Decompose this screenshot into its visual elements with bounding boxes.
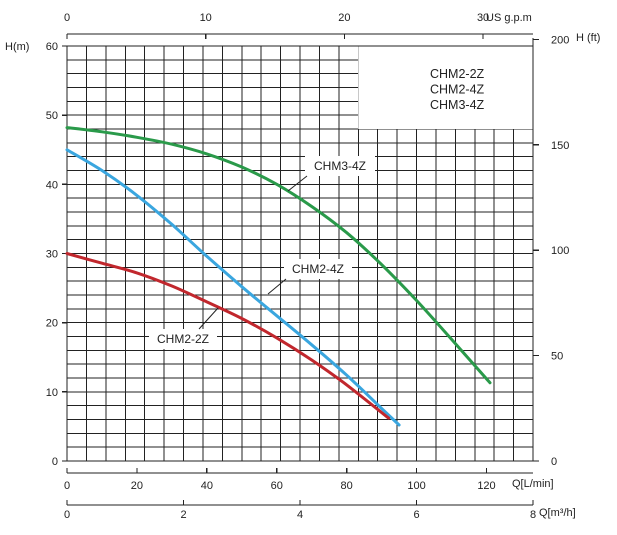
bottom-axis-volume-label: Q[m³/h] [539, 507, 576, 519]
bottom-axis-flow-tick-label: 60 [271, 480, 283, 492]
left-axis-tick-label: 0 [52, 456, 58, 468]
legend: CHM2-2Z CHM2-4Z CHM3-4Z [430, 67, 485, 112]
left-axis-tick-label: 60 [46, 41, 58, 53]
legend-box [358, 46, 533, 129]
series-label-background [305, 156, 375, 176]
top-axis-tick-label: 20 [338, 12, 350, 24]
series-label-leader [198, 307, 219, 330]
bottom-axis-flow-tick-label: 0 [64, 480, 70, 492]
bottom-axis-volume-tick-label: 0 [64, 509, 70, 521]
series-label: CHM2-4Z [292, 262, 344, 276]
legend-entry: CHM2-2Z [430, 67, 485, 81]
top-axis-label: US g.p.m [486, 12, 532, 24]
left-axis-tick-label: 50 [46, 110, 58, 122]
series-label-leader [267, 278, 287, 295]
series-label-background [149, 329, 217, 349]
legend-entry: CHM3-4Z [430, 98, 485, 112]
left-axis-tick-label: 10 [46, 387, 58, 399]
series-label-background [284, 259, 352, 279]
series-labels: CHM3-4Z CHM2-4Z CHM2-2Z [149, 156, 375, 349]
series-line-chm2-4z [65, 148, 401, 427]
left-axis-tick-label: 30 [46, 249, 58, 261]
bottom-axis-volume-tick-label: 8 [530, 509, 536, 521]
top-axis-tick-label: 30 [477, 12, 489, 24]
bottom-axis-volume-tick-label: 6 [413, 509, 419, 521]
right-axis-tick-label: 200 [551, 34, 569, 46]
bottom-axis-flow-tick-label: 80 [341, 480, 353, 492]
right-axis-tick-label: 0 [551, 456, 557, 468]
left-axis-label: H(m) [5, 41, 29, 53]
bottom-axis-flow-tick-label: 20 [131, 480, 143, 492]
bottom-axis-flow-tick-label: 100 [407, 480, 425, 492]
right-axis-tick-label: 100 [551, 245, 569, 257]
series-layer [65, 126, 492, 427]
bottom-axis-flow-label: Q[L/min] [512, 478, 554, 490]
bottom-axis-volume-tick-label: 4 [297, 509, 303, 521]
series-line-chm2-2z [65, 252, 391, 420]
top-axis-tick-label: 10 [200, 12, 212, 24]
right-axis-tick-label: 150 [551, 140, 569, 152]
series-label: CHM2-2Z [157, 332, 209, 346]
right-axis-label: H (ft) [576, 32, 600, 44]
right-axis-tick-label: 50 [551, 351, 563, 363]
left-axis-tick-label: 20 [46, 318, 58, 330]
legend-entry: CHM2-4Z [430, 83, 485, 97]
series-line-chm3-4z [65, 126, 492, 385]
left-axis-tick-label: 40 [46, 179, 58, 191]
bottom-axis-volume-tick-label: 2 [180, 509, 186, 521]
bottom-axis-flow-tick-label: 40 [201, 480, 213, 492]
bottom-axis-flow-tick-label: 120 [477, 480, 495, 492]
series-label-leader [287, 175, 308, 192]
series-label: CHM3-4Z [314, 159, 366, 173]
top-axis-tick-label: 0 [64, 12, 70, 24]
grid [67, 46, 533, 461]
